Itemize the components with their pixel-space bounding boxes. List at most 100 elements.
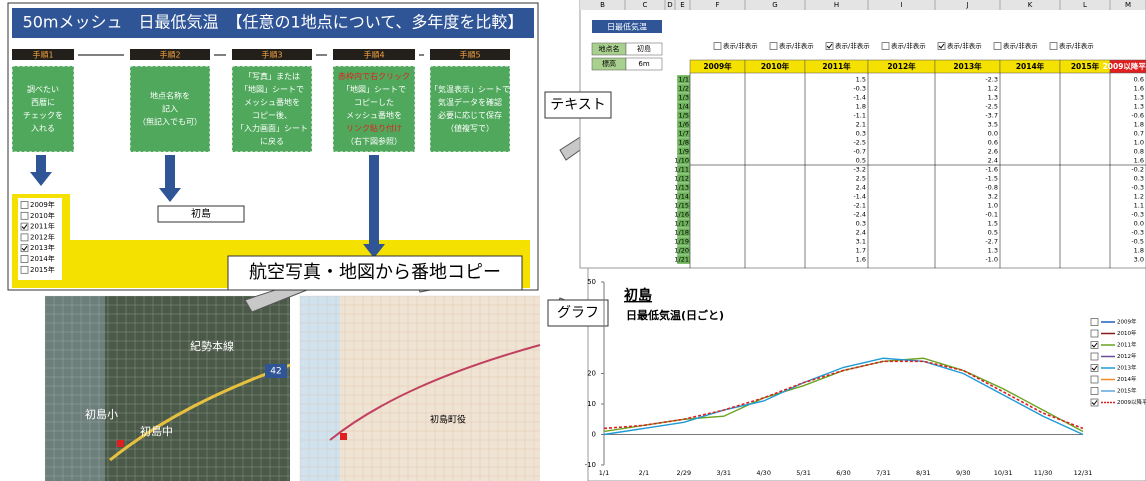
cell-value: 1.8 — [1134, 247, 1144, 255]
cell-value: 0.5 — [856, 157, 866, 165]
cell-value: 0.6 — [988, 139, 998, 147]
year-option: 2011年 — [30, 222, 55, 231]
cell-value: 2.6 — [988, 148, 998, 156]
cell-value: 1.2 — [1134, 193, 1144, 201]
cell-value: -0.5 — [1131, 238, 1144, 246]
year-option: 2014年 — [30, 254, 55, 263]
column-letter: J — [965, 1, 968, 9]
cell-value: 1.3 — [988, 94, 998, 102]
date-text: 1/3 — [679, 94, 689, 102]
callout-text: 航空写真・地図から番地コピー — [249, 262, 501, 283]
cell-value: 1.8 — [1134, 121, 1144, 129]
checkbox — [21, 234, 28, 241]
step-label: 手順5 — [459, 50, 480, 60]
header-text: 2012年 — [887, 61, 916, 71]
header-text: 2009年 — [703, 61, 732, 71]
year-option: 2015年 — [30, 265, 55, 274]
cell-value: 0.0 — [988, 130, 998, 138]
field-label: 地点名 — [599, 44, 620, 53]
cell-value: 3.1 — [856, 238, 866, 246]
step-text: 「地図」シートで — [342, 84, 406, 94]
date-text: 1/19 — [674, 238, 689, 246]
step-text: （無記入でも可） — [138, 117, 202, 127]
column-letter: F — [715, 1, 719, 9]
step-text: 入れる — [31, 124, 55, 133]
step-text: 西暦に — [31, 98, 55, 107]
legend-label: 2010年 — [1117, 329, 1137, 337]
date-text: 1/17 — [674, 220, 689, 228]
cell-value: 2.5 — [856, 175, 866, 183]
x-tick-label: 4/30 — [756, 469, 771, 477]
cell-value: 2.4 — [856, 184, 866, 192]
cell-value: -0.1 — [985, 211, 998, 219]
checkbox — [1091, 319, 1098, 326]
step-text: 記入 — [162, 104, 178, 114]
header-text: 2015年 — [1071, 61, 1100, 71]
cell-value: 0.5 — [988, 229, 998, 237]
cell-value: 1.0 — [1134, 139, 1144, 147]
x-tick-label: 1/1 — [599, 469, 609, 477]
step-text: 気温データを確認 — [438, 97, 502, 107]
x-tick-label: 11/30 — [1034, 469, 1053, 477]
chart-title: 初島 — [624, 287, 652, 304]
cell-value: 0.7 — [1134, 130, 1144, 138]
date-text: 1/15 — [674, 202, 689, 210]
step-text: 地点名称を — [150, 91, 190, 101]
column-letter: B — [600, 1, 605, 9]
cell-value: 1.1 — [1134, 202, 1144, 210]
header-text: 2014年 — [1016, 61, 1045, 71]
column-letter: M — [1125, 1, 1131, 9]
cell-value: -1.1 — [853, 112, 866, 120]
location-marker — [340, 433, 347, 440]
y-tick-label: -10 — [585, 461, 596, 469]
cell-value: -0.3 — [853, 85, 866, 93]
cell-value: -0.3 — [1131, 211, 1144, 219]
header-text: 2009以降平均 — [1103, 61, 1146, 71]
date-text: 1/21 — [674, 256, 689, 264]
checkbox — [994, 43, 1001, 50]
legend-label: 2013年 — [1117, 364, 1137, 372]
legend-label: 2012年 — [1117, 352, 1137, 360]
cell-value: -0.6 — [1131, 112, 1144, 120]
header-text: 2013年 — [953, 61, 982, 71]
chart-subtitle: 日最低気温(日ごと) — [626, 308, 724, 322]
x-tick-label: 5/31 — [796, 469, 811, 477]
step-text: 必要に応じて保存 — [438, 110, 502, 120]
toggle-label: 表示/非表示 — [779, 41, 814, 50]
checkbox — [1050, 43, 1057, 50]
column-letter: L — [1083, 1, 1087, 9]
panel-title: 50mメッシュ 日最低気温 【任意の1地点について、多年度を比較】 — [23, 13, 524, 32]
cell-value: 1.2 — [988, 85, 998, 93]
cell-value: -2.3 — [985, 76, 998, 84]
legend-label: 2014年 — [1117, 375, 1137, 383]
legend-label: 2015年 — [1117, 387, 1137, 395]
date-text: 1/18 — [674, 229, 689, 237]
column-letter: E — [680, 1, 684, 9]
map-label: 42 — [270, 367, 281, 377]
year-option: 2010年 — [30, 211, 55, 220]
toggle-label: 表示/非表示 — [723, 41, 758, 50]
date-text: 1/13 — [674, 184, 689, 192]
cell-value: 0.8 — [1134, 148, 1144, 156]
chart — [588, 268, 1146, 481]
step-text: メッシュ番地を — [346, 110, 402, 120]
date-text: 1/16 — [674, 211, 689, 219]
map-label: 初島中 — [140, 424, 173, 438]
y-tick-label: 10 — [587, 400, 596, 408]
year-option: 2012年 — [30, 232, 55, 241]
callout-text: テキスト — [550, 97, 606, 113]
cell-value: -2.5 — [985, 103, 998, 111]
checkbox — [21, 202, 28, 209]
y-tick-label: 0 — [592, 431, 596, 439]
cell-value: 0.3 — [856, 220, 866, 228]
cell-value: 2.4 — [988, 157, 998, 165]
date-text: 1/2 — [679, 85, 689, 93]
date-text: 1/14 — [674, 193, 689, 201]
y-tick-label: 50 — [587, 278, 596, 286]
cell-value: -3.7 — [985, 112, 998, 120]
cell-value: 1.0 — [988, 202, 998, 210]
x-tick-label: 2/29 — [677, 469, 692, 477]
x-tick-label: 7/31 — [876, 469, 891, 477]
checkbox — [1091, 376, 1098, 383]
date-text: 1/4 — [679, 103, 689, 111]
